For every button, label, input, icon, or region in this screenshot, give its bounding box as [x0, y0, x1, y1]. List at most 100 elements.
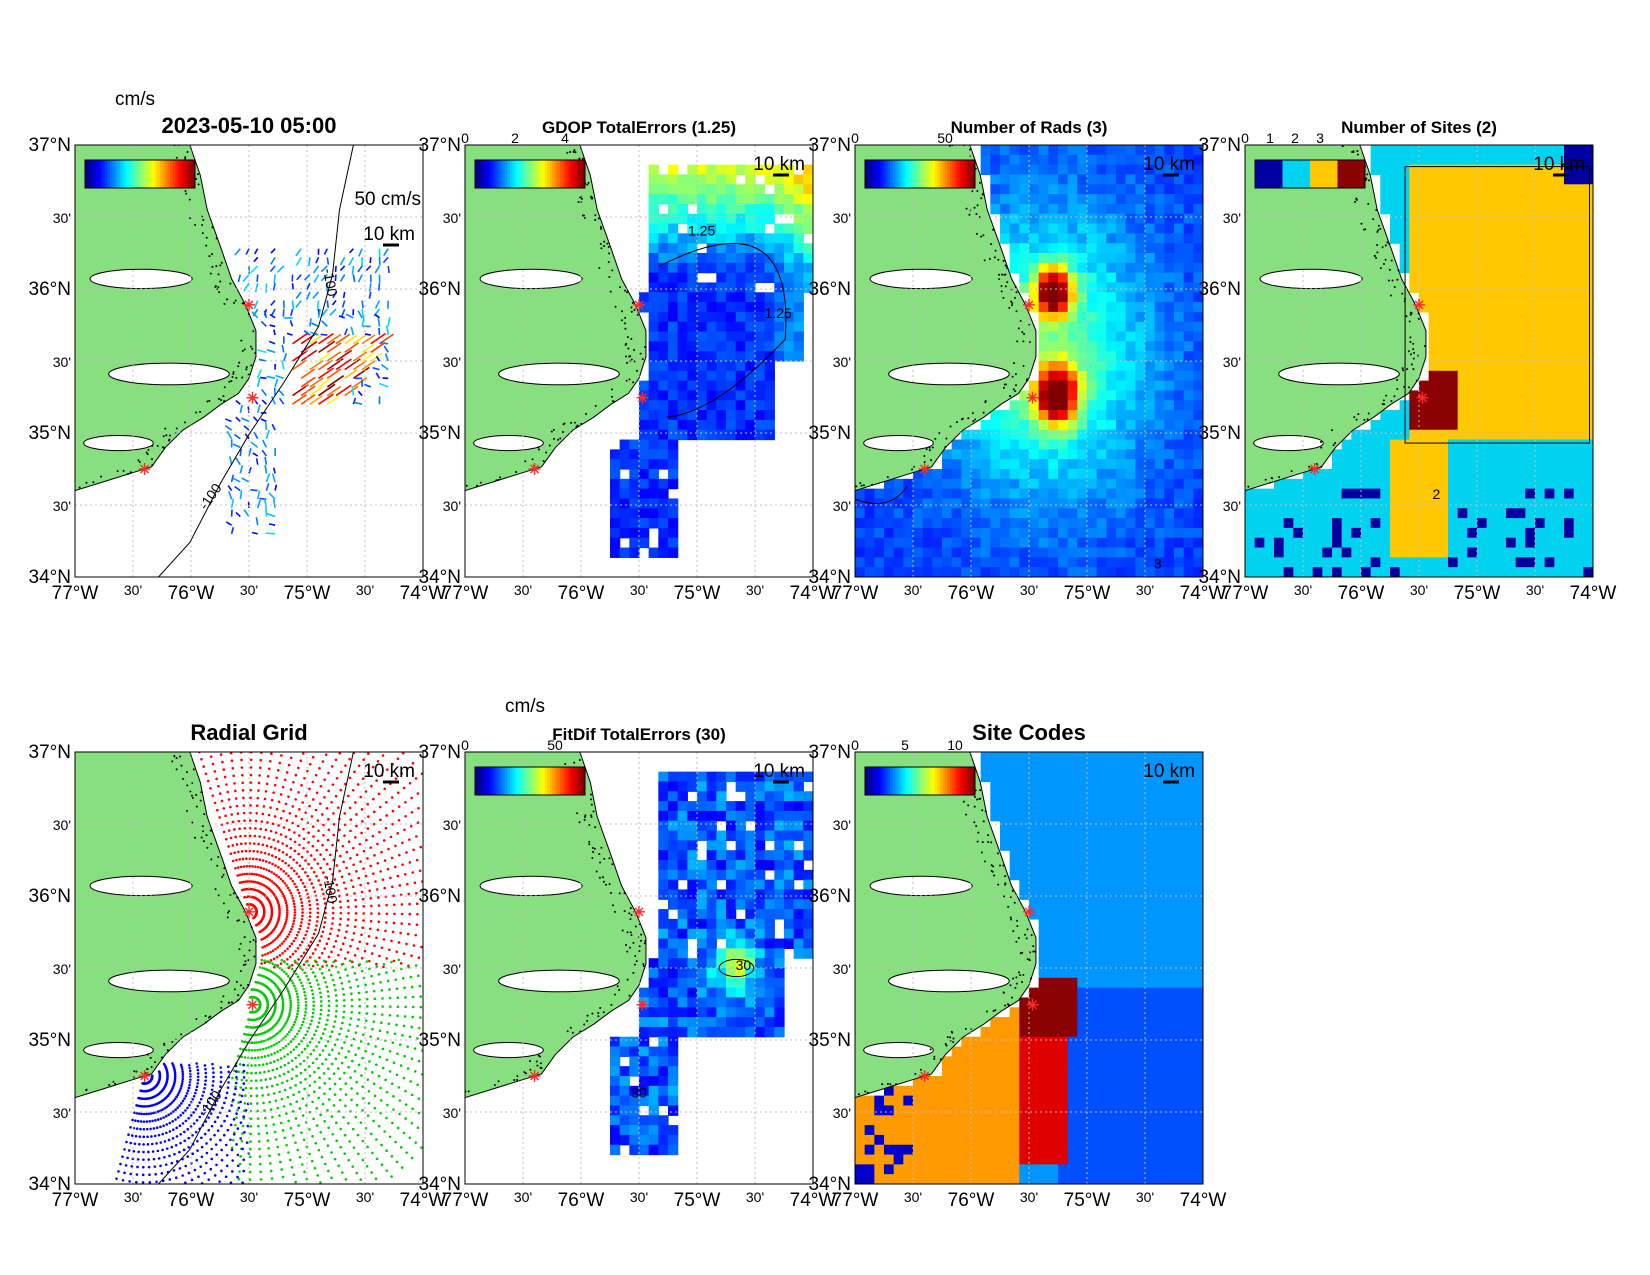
lon-tick-label: 30' — [1136, 582, 1154, 598]
numrads-cell — [1000, 429, 1011, 441]
radial-grid-point — [325, 942, 329, 946]
numrads-cell — [1183, 429, 1194, 441]
gdop-cell — [716, 321, 727, 333]
radial-grid-point — [298, 808, 301, 811]
radial-grid-point — [376, 861, 380, 865]
current-vector — [230, 527, 235, 535]
numsites-cell — [1486, 321, 1497, 333]
radial-grid-point — [332, 833, 336, 837]
coast-island-dot — [997, 258, 1000, 261]
numsites-cell — [1515, 557, 1526, 568]
coast-island-dot — [1004, 285, 1007, 288]
current-vector — [260, 376, 267, 380]
numsites-cell — [1506, 164, 1517, 176]
coast-island-dot — [1413, 351, 1416, 354]
numrads-cell — [1048, 321, 1059, 333]
numsites-colorbar — [1254, 159, 1366, 189]
numsites-cell — [1438, 567, 1449, 577]
coast-island-dot — [1264, 478, 1267, 481]
radial-grid-point — [297, 791, 300, 794]
numrads-cell — [1145, 253, 1156, 264]
numrads-cell — [1096, 459, 1107, 470]
numsites-cell — [1264, 557, 1275, 568]
radial-grid-point — [400, 912, 404, 916]
numrads-cell — [903, 508, 914, 519]
numsites-cell — [1245, 527, 1256, 539]
numrads-cell — [1029, 164, 1040, 176]
numsites-cell — [1438, 361, 1449, 372]
coast-island-dot — [968, 213, 971, 216]
current-vector — [232, 477, 241, 483]
gdop-cell — [774, 331, 785, 342]
gdop-cell — [774, 243, 785, 254]
numrads-cell — [1164, 488, 1175, 500]
coast-island-dot — [1366, 173, 1369, 176]
coast-island-dot — [628, 355, 631, 358]
lon-tick-label: 76°W — [948, 583, 995, 604]
numsites-cell — [1535, 253, 1546, 264]
numsites-cell — [1370, 488, 1381, 500]
coast-island-dot — [241, 376, 244, 379]
numrads-cell — [1067, 459, 1078, 470]
numrads-cell — [1009, 488, 1020, 500]
coast-island-dot — [127, 472, 130, 475]
radial-grid-point — [277, 875, 281, 879]
numrads-cell — [1193, 419, 1203, 431]
numrads-cell — [1183, 449, 1194, 460]
radial-grid-point — [293, 914, 297, 917]
numrads-cell — [1038, 370, 1049, 382]
numrads-cell — [1116, 537, 1127, 549]
gdop-cell — [735, 262, 746, 274]
numrads-cell — [1087, 478, 1098, 490]
numrads-cell — [1077, 184, 1088, 195]
coast-island-dot — [1388, 242, 1391, 245]
numrads-cell — [1067, 527, 1078, 539]
numsites-cell — [1515, 341, 1526, 352]
numsites-cell — [1506, 361, 1517, 372]
numrads-cell — [1106, 400, 1117, 411]
current-vector — [256, 274, 259, 282]
numsites-cell — [1554, 174, 1565, 185]
numrads-cell — [1058, 400, 1069, 411]
gdop-cell — [668, 459, 679, 470]
radial-grid-point — [274, 972, 277, 976]
radial-grid-point — [236, 866, 240, 869]
numsites-cell — [1535, 429, 1546, 441]
numsites-cell — [1370, 547, 1381, 558]
numsites-cell — [1467, 498, 1478, 509]
radial-grid-point — [369, 919, 373, 923]
numsites-cell — [1544, 429, 1555, 441]
radial-grid-point — [249, 766, 253, 769]
numsites-cell — [1419, 233, 1430, 244]
coast-island-dot — [1381, 246, 1384, 249]
numsites-cell — [1573, 410, 1584, 421]
gdop-cell — [784, 174, 795, 185]
numsites-cell — [1332, 498, 1343, 509]
radial-grid-point — [384, 800, 388, 804]
numsites-cell — [1477, 154, 1488, 166]
radial-grid-point — [292, 780, 295, 784]
radial-grid-point — [330, 800, 333, 804]
coast-island-dot — [169, 434, 172, 437]
numrads-cell — [1019, 154, 1030, 166]
numrads-cell — [1154, 410, 1165, 421]
coast-island-dot — [574, 421, 577, 424]
numrads-cell — [980, 439, 991, 450]
radial-grid-point — [316, 915, 319, 919]
radial-grid-point — [369, 927, 372, 931]
numsites-cell — [1428, 174, 1439, 185]
numrads-cell — [1048, 370, 1059, 382]
current-vector — [352, 351, 368, 362]
gdop-cell — [755, 331, 766, 342]
gdop-cell — [639, 498, 650, 509]
radial-grid-point — [396, 757, 400, 761]
gdop-cell — [648, 459, 659, 470]
radial-grid-point — [366, 827, 370, 830]
gdop-cell — [793, 272, 804, 284]
current-vector — [292, 384, 309, 397]
numrads-cell — [1164, 361, 1175, 372]
numrads-cell — [1193, 341, 1203, 352]
current-vector — [348, 256, 355, 266]
radial-grid-point — [260, 874, 263, 878]
numsites-cell — [1322, 518, 1333, 529]
